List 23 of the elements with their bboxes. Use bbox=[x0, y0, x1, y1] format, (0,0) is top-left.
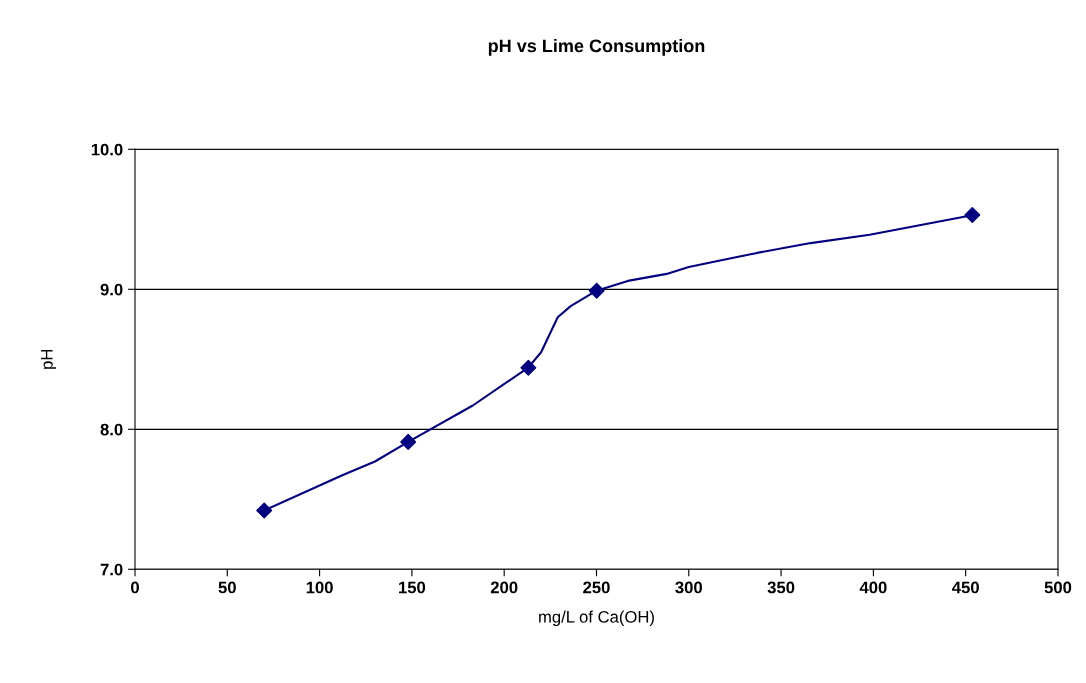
point bbox=[964, 207, 981, 224]
x-tick-label: 450 bbox=[952, 581, 979, 594]
x-axis-title: mg/L of Ca(OH) bbox=[539, 610, 654, 627]
y-tick-label: 10.0 bbox=[91, 143, 123, 156]
x-tick-label: 200 bbox=[490, 581, 518, 594]
y-tick-label: 9.0 bbox=[100, 283, 123, 296]
chart-title: pH vs Lime Consumption bbox=[488, 39, 705, 56]
x-tick-label: 400 bbox=[859, 581, 887, 594]
x-tick-label: 100 bbox=[306, 581, 333, 594]
x-tick-label: 150 bbox=[399, 581, 426, 594]
point bbox=[256, 502, 273, 519]
x-tick-label: 0 bbox=[131, 581, 139, 594]
x-tick-label: 500 bbox=[1044, 581, 1072, 594]
x-tick-label: 350 bbox=[767, 581, 795, 594]
point bbox=[400, 433, 417, 450]
y-axis-title: pH bbox=[41, 350, 57, 369]
x-tick-label: 50 bbox=[218, 581, 236, 594]
y-tick-label: 8.0 bbox=[100, 423, 123, 436]
x-tick-label: 300 bbox=[675, 581, 703, 594]
y-tick-label: 7.0 bbox=[100, 563, 123, 576]
point bbox=[520, 359, 537, 376]
x-tick-label: 250 bbox=[583, 581, 610, 594]
point bbox=[588, 282, 605, 299]
